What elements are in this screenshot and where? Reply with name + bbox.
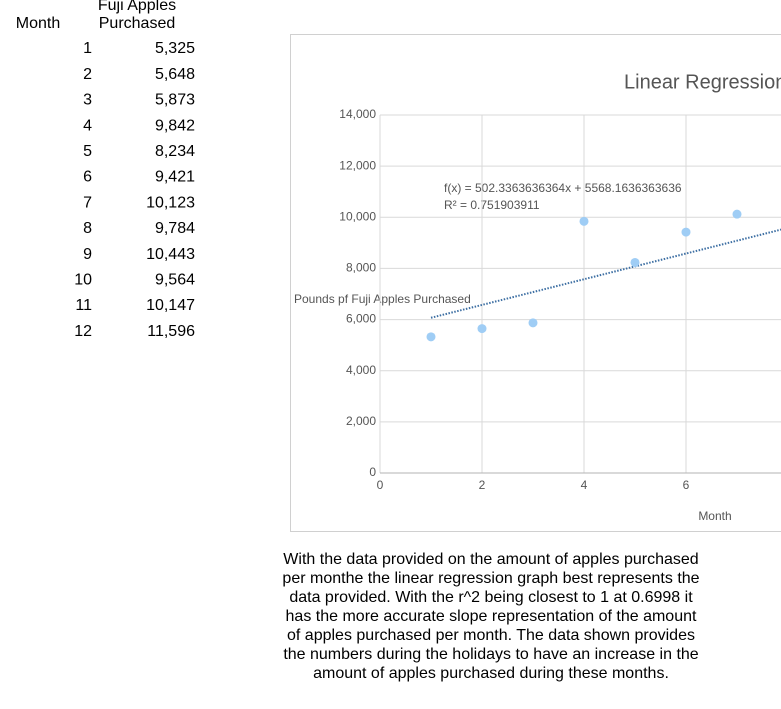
column-header: Month bbox=[16, 15, 60, 32]
note: With the data provided on the amount of … bbox=[282, 551, 700, 682]
value-cell: 10,443 bbox=[146, 246, 195, 263]
month-cell: 2 bbox=[83, 66, 92, 83]
value-cell: 5,325 bbox=[155, 40, 195, 57]
trendline bbox=[430, 228, 781, 319]
data-point bbox=[477, 324, 487, 334]
trend-equation: f(x) = 502.3363636364x + 5568.1636363636 bbox=[444, 181, 682, 195]
data-point bbox=[732, 209, 742, 219]
value-cell: 10,123 bbox=[146, 194, 195, 211]
value-cell: 11,596 bbox=[147, 323, 195, 340]
month-cell: 11 bbox=[75, 297, 92, 314]
month-cell: 3 bbox=[83, 92, 92, 109]
y-tick-label: 4,000 bbox=[346, 363, 376, 377]
month-cell: 1 bbox=[83, 40, 92, 57]
month-cell: 10 bbox=[74, 272, 92, 289]
y-tick-label: 8,000 bbox=[346, 261, 376, 275]
month-cell: 5 bbox=[83, 143, 92, 160]
y-tick-label: 2,000 bbox=[346, 414, 376, 428]
x-tick-label: 6 bbox=[683, 478, 690, 492]
value-cell: 10,147 bbox=[146, 297, 195, 314]
month-cell: 8 bbox=[83, 220, 92, 237]
y-tick-label: 14,000 bbox=[339, 107, 376, 121]
value-cell: 5,873 bbox=[155, 92, 195, 109]
y-tick-label: 10,000 bbox=[339, 209, 376, 223]
chart-title: Linear Regression bbox=[624, 71, 781, 93]
x-tick-label: 2 bbox=[479, 478, 486, 492]
column-header: Fuji Apples Purchased bbox=[98, 0, 176, 32]
value-cell: 9,842 bbox=[155, 117, 195, 134]
y-tick-label: 0 bbox=[369, 465, 376, 479]
x-tick-label: 4 bbox=[581, 478, 588, 492]
data-point bbox=[681, 227, 691, 237]
y-tick-label: 6,000 bbox=[346, 312, 376, 326]
data-point bbox=[426, 332, 436, 342]
value-cell: 8,234 bbox=[155, 143, 195, 160]
data-point bbox=[528, 318, 538, 328]
month-cell: 12 bbox=[74, 323, 92, 340]
chart-frame bbox=[290, 34, 781, 532]
value-cell: 5,648 bbox=[155, 66, 195, 83]
value-cell: 9,784 bbox=[155, 220, 195, 237]
month-cell: 7 bbox=[83, 194, 92, 211]
value-cell: 9,421 bbox=[155, 169, 195, 186]
value-cell: 9,564 bbox=[155, 272, 195, 289]
data-point bbox=[579, 216, 589, 226]
x-axis-label: Month bbox=[698, 509, 731, 523]
r-squared: R² = 0.751903911 bbox=[444, 198, 540, 212]
month-cell: 4 bbox=[83, 117, 92, 134]
month-cell: 9 bbox=[83, 246, 92, 263]
y-axis-label: Pounds pf Fuji Apples Purchased bbox=[294, 292, 471, 306]
data-point bbox=[630, 257, 640, 267]
x-tick-label: 0 bbox=[377, 478, 384, 492]
month-cell: 6 bbox=[83, 169, 92, 186]
y-tick-label: 12,000 bbox=[339, 158, 376, 172]
